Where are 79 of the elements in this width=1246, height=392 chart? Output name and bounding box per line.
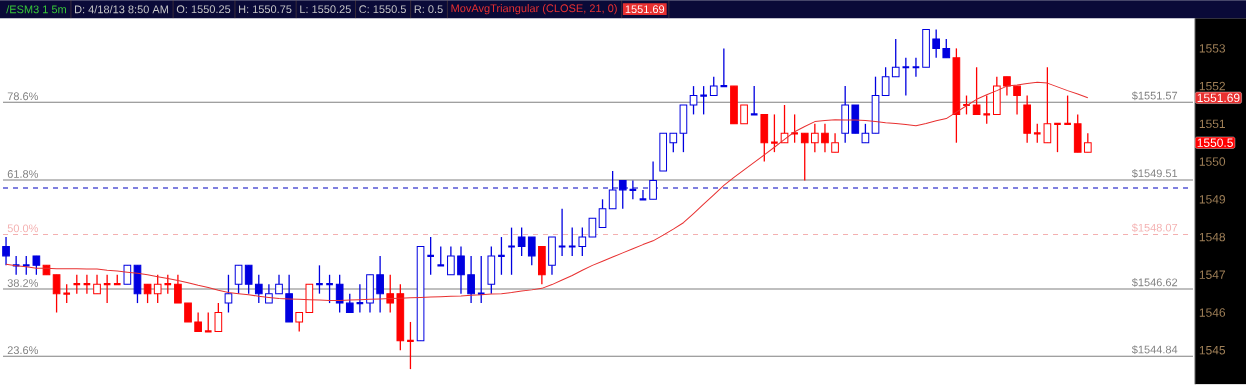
candlestick <box>891 38 900 78</box>
candlestick <box>527 236 536 267</box>
candlestick <box>123 264 132 285</box>
annotation: 38.2% <box>7 279 39 288</box>
candlestick <box>254 274 263 304</box>
candlestick <box>608 170 617 210</box>
chart-title: /ESM3 1 5m <box>6 5 66 14</box>
candlestick <box>709 76 718 97</box>
candlestick <box>598 198 607 229</box>
candlestick <box>881 66 890 97</box>
text: MovAvgTriangular (CLOSE, 21, 0) <box>451 4 617 15</box>
candlestick <box>244 264 253 295</box>
ref-line-label: $1548.07 <box>1131 223 1178 233</box>
candlestick <box>618 179 627 210</box>
text: R: 0.5 <box>414 5 443 14</box>
candlestick <box>517 227 526 257</box>
ref-line-label: $1544.84 <box>1131 345 1178 355</box>
candlestick <box>578 227 587 257</box>
candlestick <box>669 132 678 153</box>
text: 1551.69 <box>625 5 665 14</box>
candlestick <box>1013 85 1021 116</box>
candlestick <box>740 104 748 125</box>
y-tick-label: 1551 <box>1199 119 1225 129</box>
candlestick <box>234 264 243 295</box>
candlestick <box>32 255 41 276</box>
text: 1551.69 <box>1197 93 1240 103</box>
candlestick <box>2 236 10 267</box>
text: H: 1550.75 <box>239 5 292 14</box>
candlestick <box>1083 132 1092 153</box>
candlestick <box>376 255 384 314</box>
annotation: 50.0% <box>7 224 39 233</box>
candlestick <box>821 123 829 153</box>
candlestick <box>174 274 182 304</box>
text: C: 1550.5 <box>359 5 406 14</box>
text: D: 4/18/13 8:50 AM <box>75 5 168 14</box>
candlestick <box>932 28 941 59</box>
y-tick-label: 1549 <box>1199 195 1225 204</box>
candlestick <box>335 274 344 314</box>
ref-line-label: $1549.51 <box>1131 169 1178 178</box>
annotation: 23.6% <box>7 346 39 355</box>
y-tick-label: 1547 <box>1199 270 1225 280</box>
candlestick <box>224 274 233 314</box>
candlestick <box>467 255 475 304</box>
y-tick-label: 1553 <box>1199 44 1226 53</box>
candlestick <box>184 302 192 323</box>
candlestick <box>861 123 870 144</box>
candlestick <box>588 217 597 238</box>
text: 1550.5 <box>1197 138 1233 148</box>
annotation: 78.6% <box>7 92 39 101</box>
candlestick <box>143 283 152 304</box>
candlestick <box>447 245 455 276</box>
candlestick <box>800 132 809 182</box>
y-tick-label: 1546 <box>1199 308 1226 317</box>
candlestick <box>1043 66 1052 144</box>
candlestick <box>214 302 223 333</box>
candlestick <box>93 274 101 295</box>
candlestick <box>52 274 61 314</box>
y-tick-label: 1548 <box>1199 232 1226 242</box>
candlestick <box>194 311 202 333</box>
candlestick <box>831 132 839 153</box>
candlestick <box>345 293 354 314</box>
y-tick-label: 1545 <box>1199 346 1226 355</box>
candlestick <box>972 66 981 116</box>
text: O: 1550.25 <box>176 5 231 14</box>
ref-line-label: $1551.57 <box>1131 91 1178 101</box>
y-tick-label: 1550 <box>1199 157 1226 166</box>
candlestick <box>153 274 162 304</box>
y-tick-label: 1552 <box>1199 82 1225 91</box>
annotation: 61.8% <box>7 170 39 178</box>
candlestick <box>1003 76 1011 97</box>
text: L: 1550.25 <box>300 5 351 14</box>
ref-line-label: $1546.62 <box>1131 278 1178 288</box>
candlestick <box>689 85 698 116</box>
candlestick <box>457 245 465 295</box>
candlestick <box>942 38 951 59</box>
candlestick <box>649 161 657 201</box>
candlestick <box>295 311 304 333</box>
candlestick <box>275 274 283 295</box>
candlestick <box>811 123 819 153</box>
